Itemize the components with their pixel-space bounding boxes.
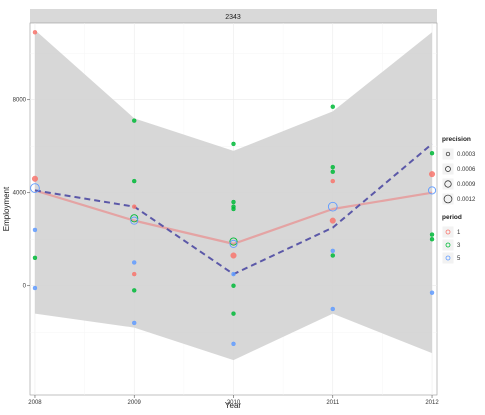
- confidence-band: [34, 29, 433, 361]
- strip-background: [30, 9, 437, 23]
- legend-title-period: period: [442, 214, 462, 221]
- x-axis-label: Year: [225, 401, 242, 410]
- y-tick-label: 8000: [13, 98, 27, 104]
- data-point: [429, 171, 436, 178]
- x-tick-label: 2009: [128, 400, 142, 406]
- legend-label: 0.0009: [457, 182, 476, 188]
- strip-label: 2343: [225, 14, 241, 21]
- legend-symbol: [445, 255, 451, 261]
- data-point: [330, 104, 335, 109]
- data-point: [330, 248, 335, 254]
- legend-label: 5: [457, 256, 461, 262]
- data-point: [132, 178, 137, 184]
- x-tick-label: 2012: [425, 400, 439, 406]
- data-point: [132, 271, 137, 277]
- legend-title-precision: precision: [442, 136, 471, 143]
- data-point: [32, 227, 38, 233]
- data-point: [132, 118, 137, 123]
- legend-label: 3: [457, 243, 461, 249]
- data-point: [132, 320, 137, 326]
- data-point: [429, 290, 435, 295]
- data-point: [231, 271, 236, 277]
- data-point: [330, 164, 335, 170]
- y-tick-label: 4000: [13, 191, 27, 197]
- legend-symbol: [445, 229, 451, 235]
- legend-symbol: [444, 180, 452, 188]
- confidence-ribbon: [34, 29, 433, 361]
- legend-key: [441, 147, 455, 161]
- data-point: [229, 239, 238, 248]
- data-point: [327, 201, 338, 212]
- legend-symbol: [445, 166, 451, 172]
- legend-key: [441, 238, 455, 252]
- data-point: [231, 283, 236, 288]
- data-point: [429, 237, 435, 242]
- data-point: [132, 288, 137, 293]
- x-tick-label: 2011: [326, 400, 340, 406]
- data-point: [32, 255, 38, 261]
- legend-key: [441, 225, 455, 239]
- legend-label: 1: [457, 230, 461, 236]
- legend-label: 0.0012: [457, 197, 476, 203]
- data-point: [429, 150, 435, 156]
- legend: precision 0.0003 0.0006 0.0009 0.0012 period 1…: [441, 136, 476, 265]
- data-point: [132, 204, 137, 209]
- x-tick-label: 2010: [227, 400, 241, 406]
- y-tick-label: 0: [23, 284, 27, 290]
- data-point: [130, 214, 139, 223]
- data-point: [429, 232, 435, 237]
- legend-symbol: [445, 151, 451, 157]
- x-tick-label: 2008: [28, 400, 42, 406]
- legend-key: [441, 162, 455, 176]
- data-point: [231, 199, 236, 205]
- data-point: [32, 30, 38, 35]
- data-point: [330, 253, 335, 258]
- y-axis-label: Employment: [2, 186, 11, 231]
- data-point: [31, 175, 38, 182]
- data-point: [132, 260, 137, 265]
- legend-symbol: [443, 194, 453, 204]
- legend-label: 0.0006: [457, 167, 476, 173]
- smooth-fit-line: [34, 189, 433, 245]
- axis-ticks: 2008 2009 2010 2011 2012 0 4000 8000: [13, 98, 440, 406]
- data-point: [130, 216, 139, 225]
- data-point: [231, 341, 236, 347]
- legend-key: [441, 177, 455, 191]
- data-point: [229, 237, 238, 246]
- data-point: [330, 169, 335, 175]
- data-point: [30, 183, 40, 193]
- legend-key: [441, 251, 455, 265]
- data-point: [231, 311, 236, 316]
- legend-label: 0.0003: [457, 152, 476, 158]
- data-points: [30, 30, 437, 347]
- data-point: [329, 217, 336, 224]
- data-point: [230, 252, 237, 259]
- legend-symbol: [445, 242, 451, 248]
- data-point: [330, 178, 335, 184]
- data-point: [330, 306, 335, 312]
- data-point: [32, 285, 38, 291]
- data-point: [427, 186, 437, 195]
- data-point: [231, 141, 236, 147]
- data-point: [231, 206, 236, 212]
